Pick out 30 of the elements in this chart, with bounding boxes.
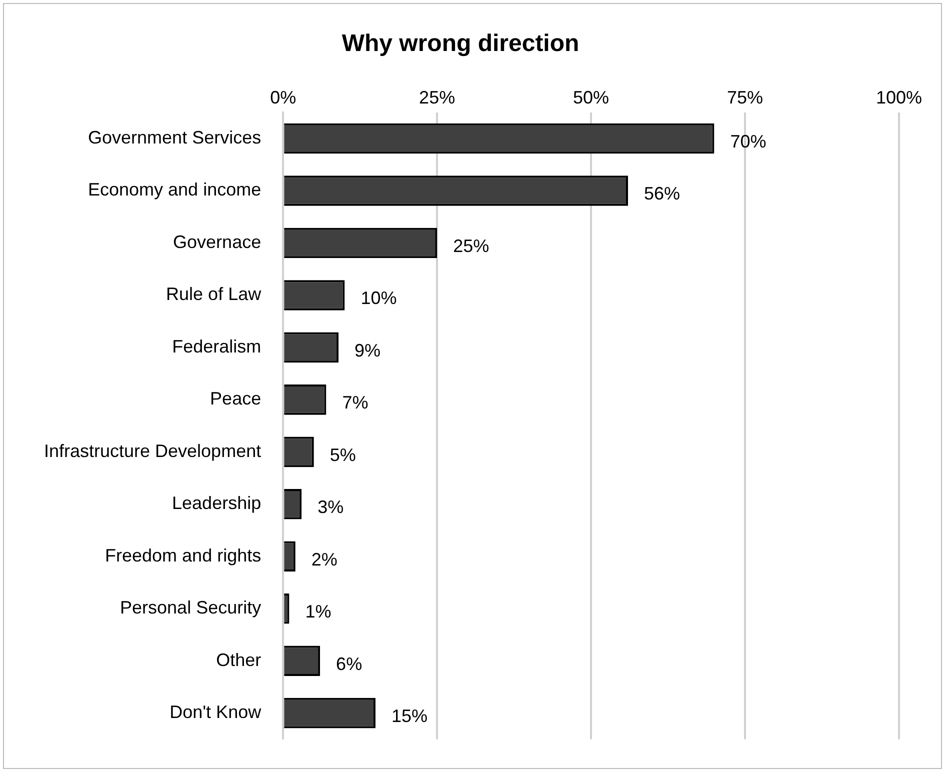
data-label: 70% xyxy=(730,131,766,152)
data-label: 15% xyxy=(391,706,428,726)
data-label: 6% xyxy=(336,654,362,674)
y-tick-label: Peace xyxy=(210,388,262,409)
data-label: 25% xyxy=(453,236,490,256)
y-tick-label: Other xyxy=(216,650,262,670)
data-label: 2% xyxy=(311,549,338,570)
x-tick-label: 75% xyxy=(727,88,764,108)
data-label: 9% xyxy=(354,340,381,360)
data-label: 5% xyxy=(330,444,356,465)
data-label: 10% xyxy=(360,288,397,308)
x-tick-label: 0% xyxy=(270,88,296,108)
y-tick-label: Government Services xyxy=(88,127,262,148)
y-tick-label: Leadership xyxy=(172,493,262,514)
data-label: 7% xyxy=(342,392,368,413)
y-tick-label: Infrastructure Development xyxy=(44,440,262,461)
data-label: 3% xyxy=(318,497,344,518)
chart-title: Why wrong direction xyxy=(342,30,580,58)
x-tick-label: 100% xyxy=(876,88,922,108)
y-tick-label: Rule of Law xyxy=(166,284,262,304)
y-tick-label: Freedom and rights xyxy=(105,545,262,566)
data-label: 1% xyxy=(305,602,332,622)
x-tick-label: 50% xyxy=(573,88,610,108)
y-tick-label: Economy and income xyxy=(88,180,262,200)
x-tick-label: 25% xyxy=(419,88,456,108)
y-tick-label: Don't Know xyxy=(170,702,262,722)
data-label: 56% xyxy=(644,184,680,204)
y-tick-label: Personal Security xyxy=(120,598,262,618)
y-tick-label: Federalism xyxy=(172,336,262,356)
y-tick-label: Governace xyxy=(173,232,262,252)
